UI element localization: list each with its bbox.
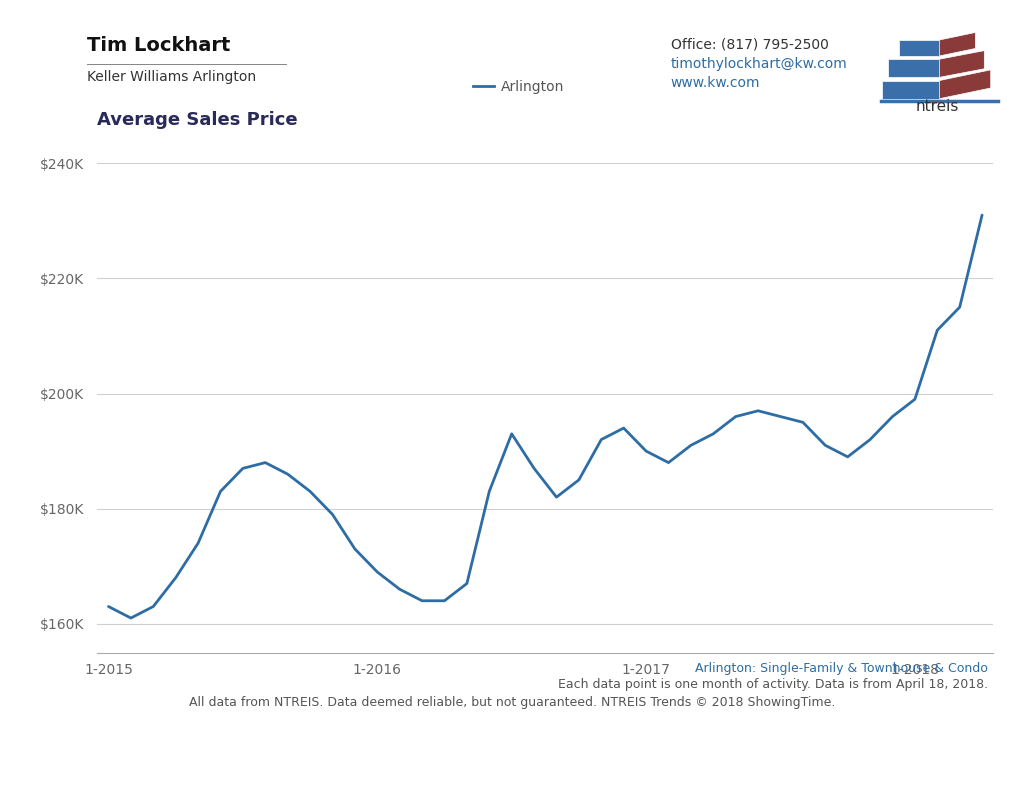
Polygon shape: [940, 70, 991, 99]
Polygon shape: [882, 81, 940, 99]
Text: Arlington: Single-Family & Townhouse & Condo: Arlington: Single-Family & Townhouse & C…: [695, 662, 988, 675]
Text: Keller Williams Arlington: Keller Williams Arlington: [87, 70, 256, 84]
Polygon shape: [940, 51, 984, 78]
Text: Each data point is one month of activity. Data is from April 18, 2018.: Each data point is one month of activity…: [558, 678, 988, 691]
Text: ntreis: ntreis: [915, 99, 958, 114]
Polygon shape: [888, 59, 940, 78]
Polygon shape: [899, 40, 940, 56]
Text: Average Sales Price: Average Sales Price: [97, 111, 298, 129]
Text: Tim Lockhart: Tim Lockhart: [87, 36, 230, 55]
Text: timothylockhart@kw.com: timothylockhart@kw.com: [671, 57, 848, 71]
Legend: Arlington: Arlington: [467, 74, 569, 99]
Text: All data from NTREIS. Data deemed reliable, but not guaranteed. NTREIS Trends © : All data from NTREIS. Data deemed reliab…: [188, 696, 836, 709]
Text: www.kw.com: www.kw.com: [671, 76, 760, 90]
Polygon shape: [940, 32, 975, 56]
Text: Office: (817) 795-2500: Office: (817) 795-2500: [671, 37, 828, 51]
